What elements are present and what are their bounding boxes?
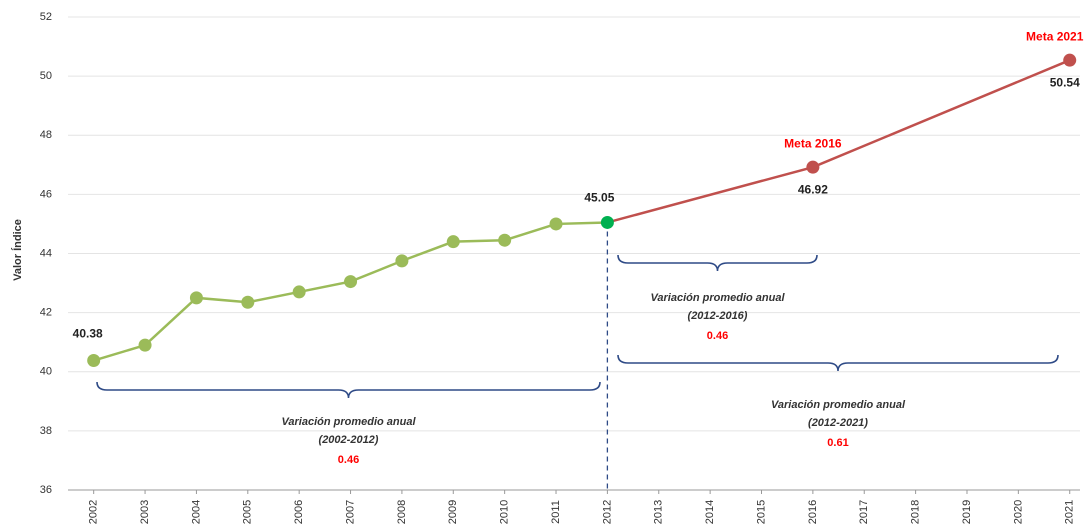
brace <box>617 254 818 272</box>
x-tick-label: 2004 <box>190 500 202 524</box>
brace-label: Variación promedio anual <box>281 416 416 428</box>
brace <box>96 381 601 399</box>
data-label: 45.05 <box>584 191 614 205</box>
x-tick-label: 2017 <box>858 500 870 524</box>
x-tick-label: 2014 <box>704 500 716 524</box>
y-tick-label: 46 <box>40 188 52 200</box>
marker <box>344 275 358 289</box>
annotation: Meta 2021 <box>1026 29 1084 43</box>
marker <box>395 254 409 268</box>
y-tick-label: 40 <box>40 366 52 378</box>
y-tick-label: 36 <box>40 484 52 496</box>
marker <box>189 291 203 305</box>
brace-value: 0.61 <box>827 437 848 449</box>
x-tick-label: 2016 <box>807 500 819 524</box>
x-tick-label: 2006 <box>293 500 305 524</box>
x-tick-label: 2005 <box>242 500 254 524</box>
marker <box>292 285 306 299</box>
y-tick-label: 52 <box>40 11 52 23</box>
marker <box>87 354 101 368</box>
marker <box>549 217 563 231</box>
x-tick-label: 2009 <box>447 500 459 524</box>
marker <box>600 215 614 229</box>
x-tick-label: 2008 <box>396 500 408 524</box>
x-tick-label: 2018 <box>910 500 922 524</box>
data-label: 40.38 <box>73 327 103 341</box>
brace-value: 0.46 <box>338 454 359 466</box>
y-axis-label: Valor Índice <box>11 219 24 281</box>
x-tick-label: 2013 <box>653 500 665 524</box>
brace-period: (2002-2012) <box>319 434 379 446</box>
annotation: Meta 2016 <box>784 136 842 150</box>
x-tick-label: 2003 <box>139 500 151 524</box>
x-tick-label: 2020 <box>1012 500 1024 524</box>
brace-value: 0.46 <box>707 330 728 342</box>
x-tick-label: 2019 <box>961 500 973 524</box>
brace-label: Variación promedio anual <box>650 292 785 304</box>
brace <box>617 354 1059 372</box>
brace-period: (2012-2016) <box>688 310 748 322</box>
x-tick-label: 2015 <box>755 500 767 524</box>
data-label: 46.92 <box>798 182 828 196</box>
marker <box>1063 53 1077 67</box>
y-tick-label: 48 <box>40 129 52 141</box>
marker <box>806 160 820 174</box>
y-tick-label: 44 <box>40 247 52 259</box>
x-tick-label: 2011 <box>550 500 562 524</box>
x-tick-label: 2007 <box>344 500 356 524</box>
marker <box>138 338 152 352</box>
x-tick-label: 2012 <box>601 500 613 524</box>
data-label: 50.54 <box>1050 75 1080 89</box>
y-tick-label: 38 <box>40 425 52 437</box>
x-tick-label: 2010 <box>499 500 511 524</box>
series-line <box>93 221 608 362</box>
y-tick-label: 50 <box>40 70 52 82</box>
marker <box>241 295 255 309</box>
brace-period: (2012-2021) <box>808 417 868 429</box>
marker <box>446 235 460 249</box>
x-tick-label: 2002 <box>88 500 100 524</box>
brace-label: Variación promedio anual <box>771 399 906 411</box>
marker <box>498 233 512 247</box>
x-tick-label: 2021 <box>1064 500 1076 524</box>
y-tick-label: 42 <box>40 307 52 319</box>
